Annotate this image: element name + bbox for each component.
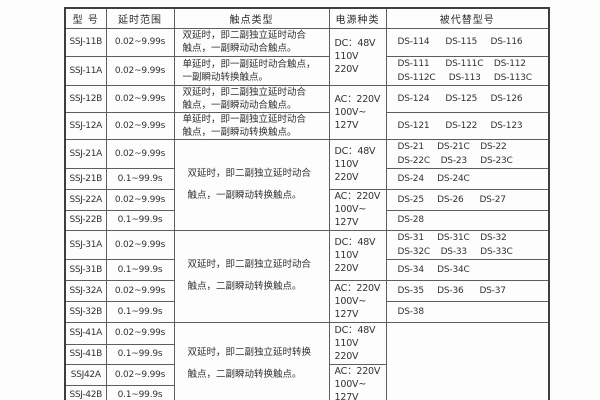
- replaced-models-cell: DS-111 DS-111C DS-112 DS-112C DS-113 DS-…: [385, 55, 550, 86]
- replaced-models-cell: DS-124 DS-125 DS-126: [385, 84, 550, 113]
- replaced-models-cell: DS-24 DS-24C: [385, 167, 550, 190]
- header-row: 型 号 延时范围 触点类型 电源种类 被代替型号: [64, 7, 550, 29]
- contact-type-cell: 单延时，即一副延时动合触点， 一副瞬动转换触点。: [173, 55, 330, 86]
- replaced-models-cell: DS-25 DS-26 DS-27: [385, 188, 550, 211]
- model-cell: SSJ-42B: [64, 384, 107, 400]
- power-type-cell: DC：48V 110V 220V: [328, 229, 387, 281]
- table-row: SSJ-12B 0.02~9.99s 双延时，即二副独立延时动合 触点，一副瞬动…: [64, 84, 550, 140]
- contact-type-cell: 双延时，即二副独立延时动合 触点，一副瞬动动合触点。: [173, 27, 330, 57]
- replaced-models-cell: DS-28: [385, 209, 550, 231]
- delay-cell: 0.02~9.99s: [105, 27, 175, 57]
- model-cell: SSJ-22B: [64, 209, 107, 231]
- delay-cell: 0.1~99.9s: [105, 300, 175, 323]
- col-header-delay-range: 延时范围: [105, 7, 175, 29]
- power-type-cell: AC：220V 100V~ 127V: [328, 84, 387, 140]
- delay-cell: 0.02~9.99s: [105, 279, 175, 302]
- power-type-cell: DC：48V 110V 220V: [328, 138, 387, 190]
- replaced-models-cell: DS-121 DS-122 DS-123: [385, 111, 550, 140]
- delay-cell: 0.1~99.9s: [105, 258, 175, 281]
- replaced-models-cell: DS-114 DS-115 DS-116: [385, 27, 550, 57]
- col-header-contact-type: 触点类型: [173, 7, 330, 29]
- delay-cell: 0.1~99.9s: [105, 384, 175, 400]
- delay-cell: 0.02~9.99s: [105, 188, 175, 211]
- power-type-cell: AC：220V 100V~ 127V: [328, 363, 387, 400]
- table-row: SSJ-21A 0.02~9.99s 双延时，即二副独立延时动合 触点，一副瞬动…: [64, 138, 550, 231]
- contact-type-cell: 双延时，即二副独立延时动合 触点，二副瞬动转换触点。: [173, 229, 330, 323]
- col-header-power-type: 电源种类: [328, 7, 387, 29]
- delay-cell: 0.1~99.9s: [105, 167, 175, 190]
- col-header-replaced-models: 被代替型号: [385, 7, 550, 29]
- model-cell: SSJ-32B: [64, 300, 107, 323]
- model-cell: SSJ-41A: [64, 321, 107, 345]
- replaced-models-cell-empty: [385, 321, 550, 400]
- model-cell: SSJ-11B: [64, 27, 107, 57]
- col-header-model: 型 号: [64, 7, 107, 29]
- delay-cell: 0.02~9.99s: [105, 321, 175, 345]
- table-row: SSJ-31B 0.1~99.9s DS-34 DS-34C: [64, 258, 550, 281]
- contact-type-cell: 双延时，即二副独立延时动合 触点，一副瞬动动合触点。: [173, 84, 330, 113]
- table-row: SSJ-12A 0.02~9.99s 单延时，即一副独立延时动合 触点，一副瞬动…: [64, 111, 550, 140]
- model-cell: SSJ-31A: [64, 229, 107, 260]
- contact-type-cell: 双延时，即二副独立延时转换 触点，二副瞬动转换触点。: [173, 321, 330, 400]
- contact-type-cell: 单延时，即一副独立延时动合 触点，一副瞬动转换触点。: [173, 111, 330, 140]
- replaced-models-cell: DS-21 DS-21C DS-22 DS-22C DS-23 DS-23C: [385, 138, 550, 169]
- power-type-cell: DC：48V 110V 220V: [328, 321, 387, 365]
- power-type-cell: AC：220V 100V~ 127V: [328, 188, 387, 231]
- model-cell: SSJ-12B: [64, 84, 107, 113]
- delay-cell: 0.02~9.99s: [105, 55, 175, 86]
- table-row: SSJ-31A 0.02~9.99s 双延时，即二副独立延时动合 触点，二副瞬动…: [64, 229, 550, 323]
- table-row: SSJ-41A 0.02~9.99s 双延时，即二副独立延时转换 触点，二副瞬动…: [64, 321, 550, 400]
- model-cell: SSJ-11A: [64, 55, 107, 86]
- model-cell: SSJ-12A: [64, 111, 107, 140]
- table-row: SSJ-32A 0.02~9.99s AC：220V 100V~ 127V DS…: [64, 279, 550, 323]
- replaced-models-cell: DS-31 DS-31C DS-32 DS-32C DS-33 DS-33C: [385, 229, 550, 260]
- delay-cell: 0.02~9.99s: [105, 84, 175, 113]
- table-row: SSJ-42B 0.1~99.9s: [64, 384, 549, 400]
- delay-cell: 0.02~9.99s: [105, 229, 175, 260]
- replaced-models-cell: DS-35 DS-36 DS-37: [385, 279, 550, 302]
- power-type-cell: AC：220V 100V~ 127V: [328, 279, 387, 323]
- delay-cell: 0.1~99.9s: [105, 209, 175, 231]
- table-row: SSJ-11B 0.02~9.99s 双延时，即二副独立延时动合 触点，一副瞬动…: [64, 27, 550, 86]
- replaced-models-cell: DS-38: [385, 300, 550, 323]
- model-cell: SSJ-21A: [64, 138, 107, 169]
- power-type-cell: DC：48V 110V 220V: [328, 27, 387, 86]
- relay-spec-table: 型 号 延时范围 触点类型 电源种类 被代替型号 SSJ-11B 0.02~9.…: [64, 7, 550, 400]
- delay-cell: 0.02~9.99s: [105, 363, 175, 386]
- model-cell: SSJ-32A: [64, 279, 107, 302]
- model-cell: SSJ-22A: [64, 188, 107, 211]
- delay-cell: 0.1~99.9s: [105, 343, 175, 365]
- model-cell: SSJ-41B: [64, 343, 107, 365]
- model-cell: SSJ-21B: [64, 167, 107, 190]
- contact-type-cell: 双延时，即二副独立延时动合 触点，一副瞬动转换触点。: [173, 138, 330, 231]
- table-row: SSJ-11A 0.02~9.99s 单延时，即一副延时动合触点， 一副瞬动转换…: [64, 55, 550, 86]
- model-cell: SSJ42A: [64, 363, 107, 386]
- delay-cell: 0.02~9.99s: [105, 111, 175, 140]
- replaced-models-cell: DS-34 DS-34C: [385, 258, 550, 281]
- delay-cell: 0.02~9.99s: [105, 138, 175, 169]
- table-row: SSJ-21B 0.1~99.9s DS-24 DS-24C: [64, 167, 550, 190]
- model-cell: SSJ-31B: [64, 258, 107, 281]
